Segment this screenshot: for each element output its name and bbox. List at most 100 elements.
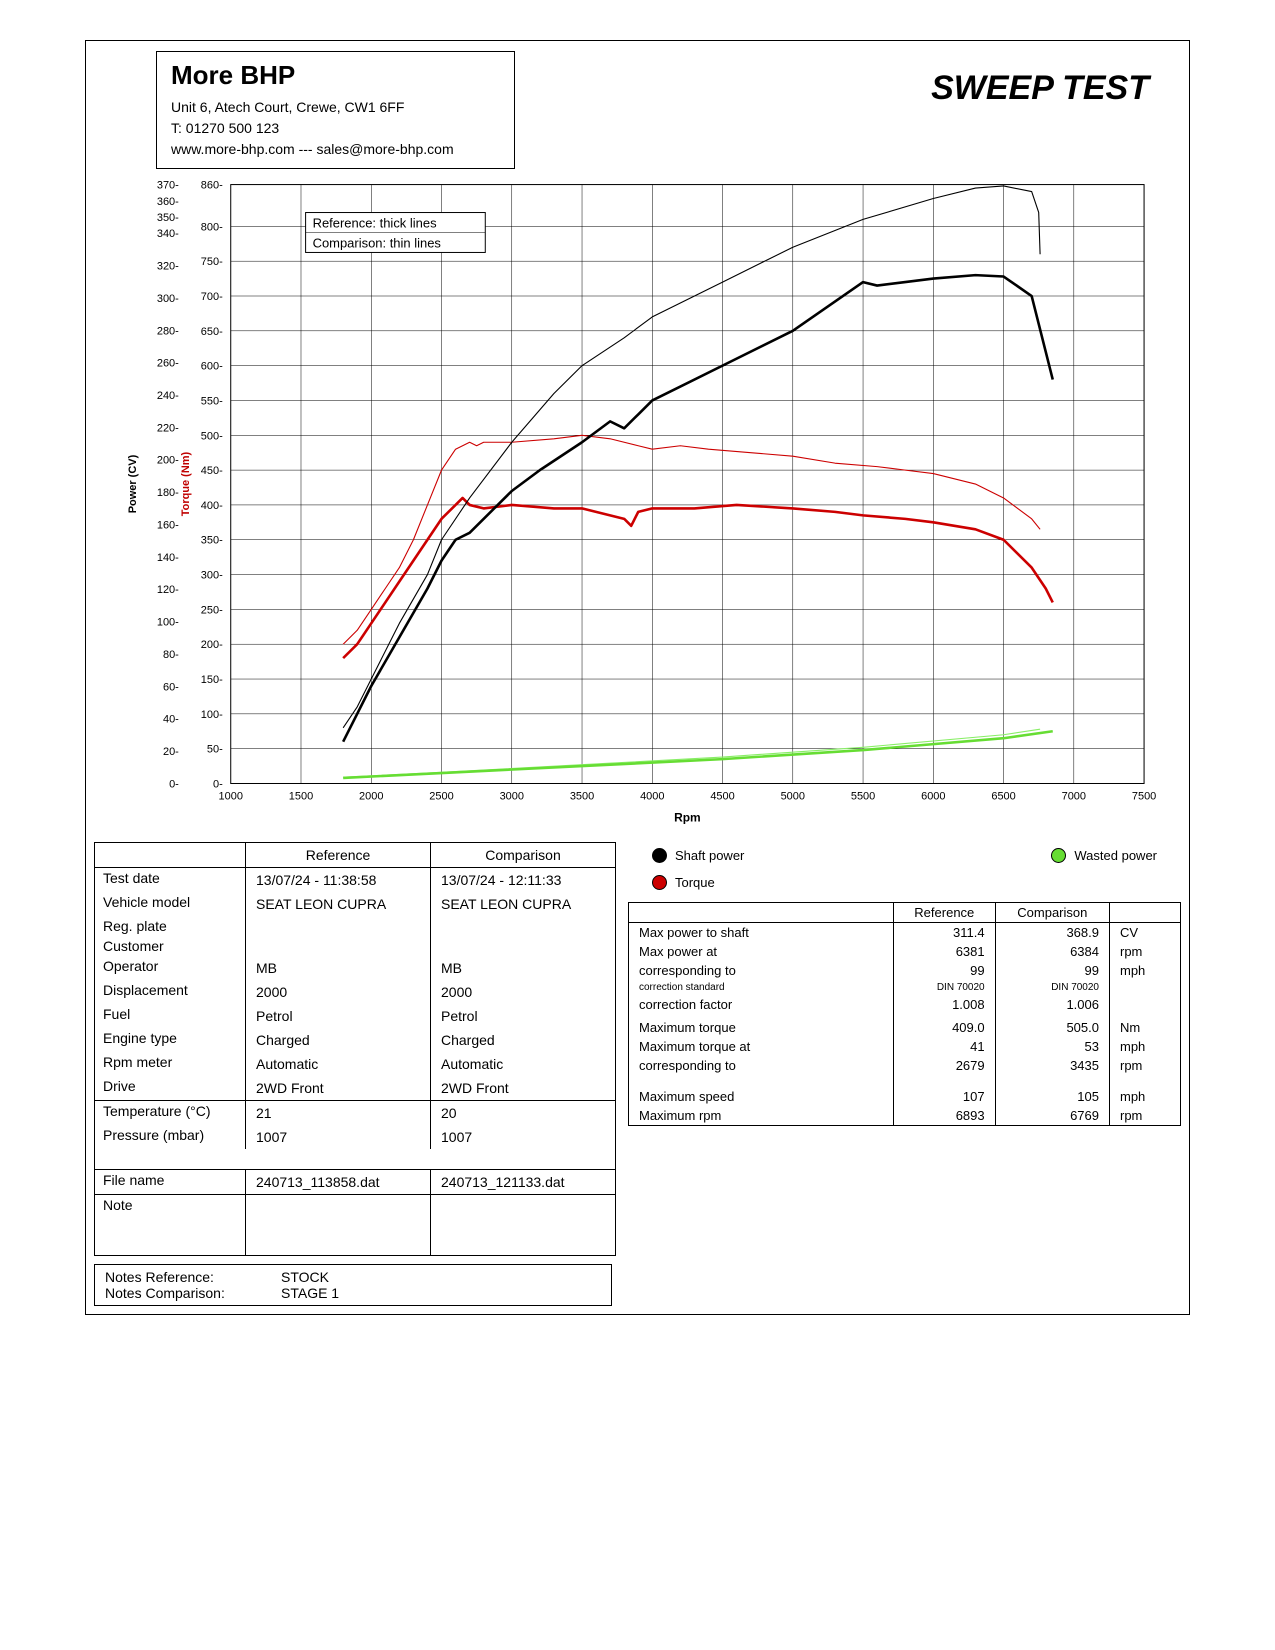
results-ref: 6893 [893, 1106, 995, 1126]
svg-text:300-: 300- [157, 293, 179, 305]
legend-torque-label: Torque [675, 875, 715, 890]
info-ref: 2WD Front [246, 1076, 431, 1100]
results-row: Maximum speed107105mph [629, 1087, 1181, 1106]
info-label: Rpm meter [95, 1052, 245, 1072]
info-row: File name240713_113858.dat240713_121133.… [95, 1170, 615, 1194]
results-label: correction factor [629, 995, 894, 1014]
svg-text:50-: 50- [207, 744, 223, 756]
results-unit [1110, 995, 1181, 1014]
svg-text:500-: 500- [201, 430, 223, 442]
svg-text:2500: 2500 [429, 790, 453, 802]
results-table: Reference Comparison Max power to shaft3… [628, 902, 1181, 1126]
notes-ref-value: STOCK [281, 1269, 329, 1285]
info-ref: Charged [246, 1028, 431, 1052]
svg-text:750-: 750- [201, 256, 223, 268]
svg-text:350-: 350- [157, 212, 179, 224]
info-comp [431, 916, 615, 936]
info-label: Fuel [95, 1004, 245, 1024]
results-unit: mph [1110, 1087, 1181, 1106]
results-label: Maximum torque at [629, 1037, 894, 1056]
svg-text:100-: 100- [201, 709, 223, 721]
svg-text:3500: 3500 [570, 790, 594, 802]
info-col-comp: Comparison [431, 843, 615, 867]
chart-legend-2: Torque [628, 875, 1181, 902]
svg-text:340-: 340- [157, 228, 179, 240]
info-ref: 21 [246, 1101, 431, 1125]
svg-text:400-: 400- [201, 500, 223, 512]
svg-text:150-: 150- [201, 674, 223, 686]
results-comp: 3435 [995, 1056, 1109, 1075]
company-phone: T: 01270 500 123 [171, 118, 454, 139]
results-label: corresponding to [629, 1056, 894, 1075]
svg-text:0-: 0- [169, 778, 179, 790]
info-label: Customer [95, 936, 245, 956]
results-ref: 41 [893, 1037, 995, 1056]
info-comp: 240713_121133.dat [431, 1170, 615, 1194]
info-ref: 1007 [246, 1125, 431, 1149]
legend-torque: Torque [652, 875, 715, 890]
results-comp: 505.0 [995, 1018, 1109, 1037]
info-ref: MB [246, 956, 431, 980]
info-label: Test date [95, 868, 245, 888]
info-row: OperatorMBMB [95, 956, 615, 980]
svg-text:0-: 0- [213, 778, 223, 790]
notes-comp-value: STAGE 1 [281, 1285, 339, 1301]
results-ref: 6381 [893, 942, 995, 961]
results-label: Maximum torque [629, 1018, 894, 1037]
info-row: Pressure (mbar)10071007 [95, 1125, 615, 1149]
results-unit: rpm [1110, 942, 1181, 961]
info-label: Pressure (mbar) [95, 1125, 245, 1145]
info-label: File name [95, 1170, 245, 1190]
results-label: Maximum rpm [629, 1106, 894, 1126]
results-comp: 6769 [995, 1106, 1109, 1126]
svg-text:200-: 200- [157, 455, 179, 467]
company-name: More BHP [171, 60, 454, 91]
svg-text:160-: 160- [157, 519, 179, 531]
info-ref [246, 936, 431, 956]
info-row: Customer [95, 936, 615, 956]
svg-text:180-: 180- [157, 487, 179, 499]
svg-text:450-: 450- [201, 465, 223, 477]
svg-text:Torque (Nm): Torque (Nm) [180, 452, 192, 517]
svg-text:860-: 860- [201, 180, 223, 192]
results-comp: DIN 70020 [995, 980, 1109, 995]
dyno-chart: 1000150020002500300035004000450050005500… [86, 174, 1189, 834]
results-row: corresponding to9999mph [629, 961, 1181, 980]
results-label: corresponding to [629, 961, 894, 980]
company-address: Unit 6, Atech Court, Crewe, CW1 6FF [171, 97, 454, 118]
notes-ref-label: Notes Reference: [105, 1269, 265, 1285]
results-ref: 2679 [893, 1056, 995, 1075]
svg-text:700-: 700- [201, 291, 223, 303]
svg-text:550-: 550- [201, 395, 223, 407]
legend-shaft: Shaft power [652, 848, 744, 863]
results-comp: 368.9 [995, 923, 1109, 943]
svg-text:20-: 20- [163, 746, 179, 758]
info-comp: 20 [431, 1101, 615, 1125]
svg-text:350-: 350- [201, 535, 223, 547]
dot-icon [652, 848, 667, 863]
dot-icon [1051, 848, 1066, 863]
right-column: Shaft power Wasted power Torque [628, 842, 1181, 1126]
results-row: Max power to shaft311.4368.9CV [629, 923, 1181, 943]
svg-text:360-: 360- [157, 196, 179, 208]
svg-text:600-: 600- [201, 361, 223, 373]
svg-text:1500: 1500 [289, 790, 313, 802]
info-label: Operator [95, 956, 245, 976]
tables-row: Reference Comparison Test date13/07/24 -… [86, 834, 1189, 1264]
results-label: correction standard [629, 980, 894, 995]
legend-wasted: Wasted power [1051, 848, 1157, 863]
svg-text:7500: 7500 [1132, 790, 1156, 802]
results-ref: 1.008 [893, 995, 995, 1014]
info-table: Reference Comparison Test date13/07/24 -… [94, 842, 616, 1256]
svg-text:4500: 4500 [710, 790, 734, 802]
chart-legend: Shaft power Wasted power [628, 842, 1181, 875]
svg-text:650-: 650- [201, 326, 223, 338]
company-box: More BHP Unit 6, Atech Court, Crewe, CW1… [156, 51, 515, 169]
svg-text:120-: 120- [157, 584, 179, 596]
info-label: Drive [95, 1076, 245, 1096]
svg-text:280-: 280- [157, 325, 179, 337]
svg-text:220-: 220- [157, 422, 179, 434]
svg-text:2000: 2000 [359, 790, 383, 802]
info-label: Displacement [95, 980, 245, 1000]
svg-text:140-: 140- [157, 552, 179, 564]
